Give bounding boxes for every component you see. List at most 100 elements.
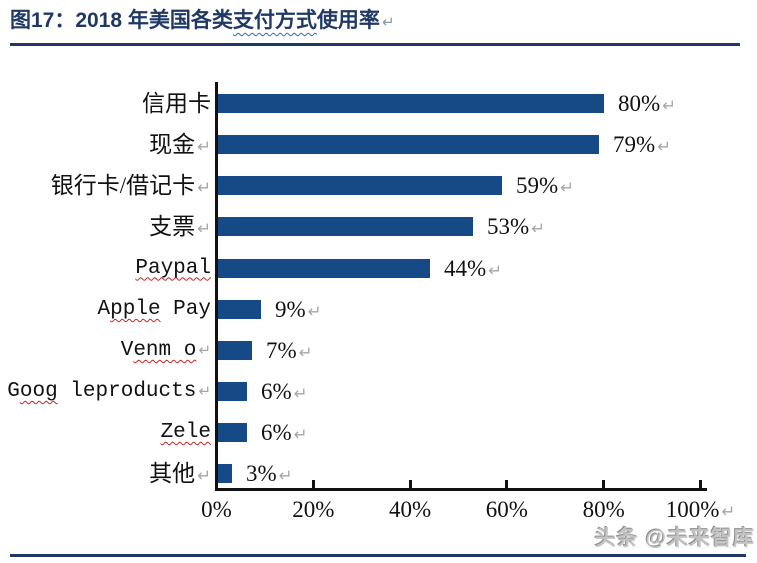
bar [218, 258, 430, 278]
category-label: 现金 ↵ [0, 131, 211, 160]
figure-title-text-post: 使用率 [316, 9, 380, 32]
figure-title-text-pre: 图17：2018 年美国各类 [10, 9, 233, 32]
value-label: 3% ↵ [246, 461, 293, 489]
value-label-text: 3% [246, 461, 277, 487]
tick-label-text: 20% [292, 497, 335, 522]
tick-label-text: 100% [665, 497, 720, 522]
category-label: Goog leproducts ↵ [0, 378, 211, 405]
category-label-text: 银行卡/借记卡 [50, 173, 196, 199]
category-label-text: leproducts [57, 380, 197, 404]
category-label: Venm o ↵ [0, 337, 211, 364]
paragraph-mark: ↵ [381, 13, 395, 31]
tick-mark [602, 480, 606, 488]
value-label-text: 53% [487, 214, 530, 240]
paragraph-mark: ↵ [197, 137, 211, 157]
paragraph-mark: ↵ [197, 178, 211, 198]
figure-title: 图17：2018 年美国各类支付方式使用率 ↵ [10, 5, 395, 38]
tick-label: 0% [172, 497, 262, 523]
paragraph-mark: ↵ [531, 219, 546, 239]
value-label-text: 59% [516, 173, 559, 199]
bar [218, 340, 252, 360]
paragraph-mark: ↵ [662, 96, 677, 115]
bottom-rule [10, 554, 746, 557]
category-label: Apple Pay [0, 296, 211, 323]
value-label-text: 44% [444, 255, 487, 281]
value-label: 79% ↵ [613, 132, 671, 160]
x-axis-line [215, 488, 707, 491]
tick-label: 60% [462, 497, 552, 523]
category-label: 信用卡 [0, 90, 211, 117]
paragraph-mark: ↵ [198, 340, 211, 359]
paragraph-mark: ↵ [488, 260, 503, 280]
value-label: 6% ↵ [261, 420, 308, 448]
value-label: 80% ↵ [618, 91, 676, 119]
value-label-text: 80% [618, 91, 661, 116]
bar [218, 382, 247, 402]
tick-mark [505, 480, 509, 488]
category-label: 支票 ↵ [0, 213, 211, 242]
title-rule [10, 43, 740, 46]
tick-mark [699, 480, 702, 488]
category-label-text-misspelled: Zele [160, 421, 211, 445]
tick-label: 80% [559, 497, 649, 523]
value-label: 9% ↵ [275, 297, 322, 325]
category-label-text: A [97, 297, 111, 321]
value-label-text: 9% [275, 296, 306, 322]
value-label: 53% ↵ [487, 214, 545, 242]
tick-label-text: 40% [389, 497, 432, 522]
value-label-text: 6% [261, 420, 292, 446]
bar [218, 299, 261, 319]
category-label-text: 信用卡 [142, 91, 211, 116]
paragraph-mark: ↵ [657, 137, 672, 157]
category-label-text: G [7, 380, 20, 404]
tick-mark [311, 480, 315, 488]
category-label-text: 支票 [149, 214, 196, 240]
tick-label: 20% [268, 497, 358, 523]
bar [218, 94, 604, 113]
bar [218, 217, 473, 237]
paragraph-mark: ↵ [293, 425, 308, 445]
bar [218, 464, 232, 484]
value-label: 59% ↵ [516, 173, 574, 201]
category-label: 其他 ↵ [0, 460, 211, 489]
category-label-text-misspelled: enm o [133, 338, 197, 362]
value-label-text: 6% [261, 379, 292, 405]
value-label: 44% ↵ [444, 256, 502, 284]
paragraph-mark: ↵ [298, 342, 313, 362]
category-label: Zele [0, 419, 211, 446]
category-label-text-misspelled: Paypal [135, 256, 211, 280]
bar [218, 135, 599, 155]
category-label-text: Pay [160, 297, 211, 321]
value-label-text: 7% [266, 337, 297, 363]
bar [218, 176, 502, 196]
value-label-text: 79% [613, 132, 656, 158]
paragraph-mark: ↵ [278, 466, 293, 486]
y-axis-line [215, 82, 218, 491]
value-label: 7% ↵ [266, 338, 313, 366]
tick-label: 40% [365, 497, 455, 523]
category-label-text: 现金 [149, 132, 196, 158]
paragraph-mark: ↵ [721, 502, 736, 521]
tick-label-text: 0% [201, 497, 232, 522]
watermark: 头条 @未来智库 [594, 527, 755, 550]
tick-mark [408, 480, 412, 488]
paragraph-mark: ↵ [293, 384, 308, 404]
category-label-text-misspelled: oog [19, 380, 58, 404]
category-label-text-misspelled: pple [110, 297, 161, 321]
tick-label-text: 60% [485, 497, 528, 522]
category-label: Paypal [0, 255, 211, 282]
tick-label-text: 80% [582, 497, 625, 522]
tick-label: 100% ↵ [656, 497, 746, 523]
category-label-text: V [120, 338, 134, 362]
category-label-text: 其他 [149, 461, 196, 487]
category-label: 银行卡/借记卡 ↵ [0, 172, 211, 201]
paragraph-mark: ↵ [560, 178, 575, 198]
bar [218, 423, 247, 443]
paragraph-mark: ↵ [198, 382, 211, 401]
paragraph-mark: ↵ [197, 466, 211, 486]
value-label: 6% ↵ [261, 379, 308, 407]
paragraph-mark: ↵ [197, 219, 211, 239]
figure-title-text-wavy: 支付方式 [232, 9, 317, 32]
paragraph-mark: ↵ [307, 301, 322, 321]
